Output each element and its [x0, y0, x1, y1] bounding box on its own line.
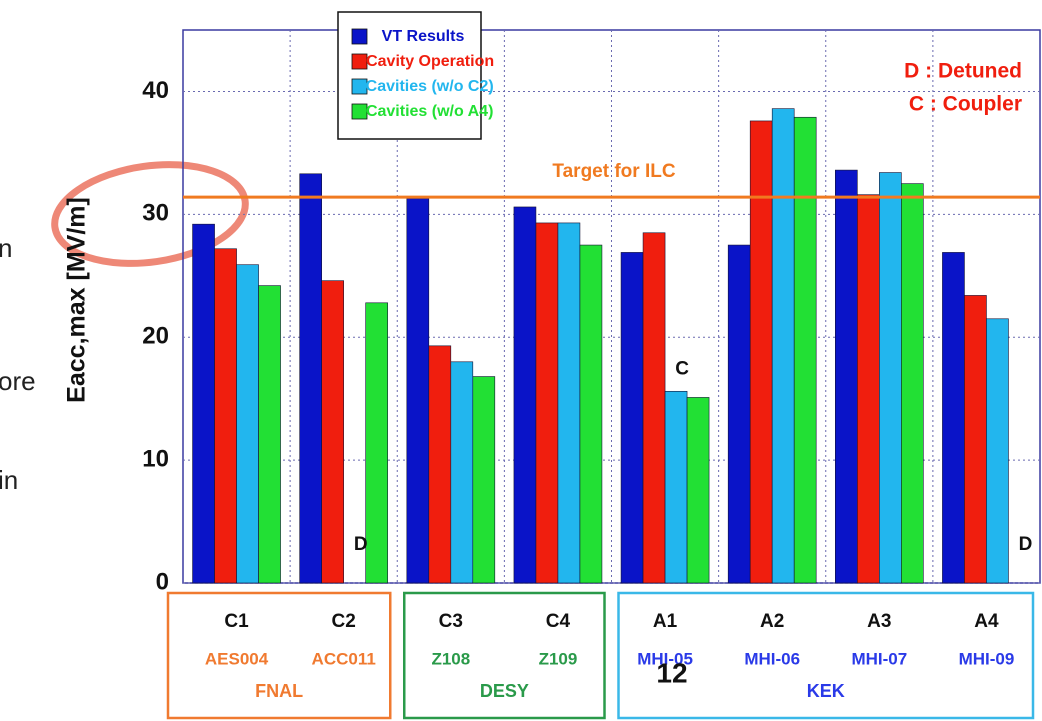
bar — [750, 121, 772, 583]
bar — [580, 245, 602, 583]
x-tick-label: C1 — [224, 611, 249, 632]
bar — [942, 252, 964, 583]
bar — [879, 173, 901, 583]
legend-label: 7 Cavities (w/o C2) — [352, 78, 493, 95]
page-number: 12 — [656, 657, 687, 688]
group-label: KEK — [807, 681, 845, 701]
bar — [451, 362, 473, 583]
bar — [407, 198, 429, 583]
y-tick-label: 10 — [142, 445, 169, 472]
bar — [857, 195, 879, 583]
bar — [964, 295, 986, 583]
bar — [794, 117, 816, 583]
bar — [429, 346, 451, 583]
bar — [536, 223, 558, 583]
x-tick-label: A4 — [974, 611, 999, 632]
bar — [772, 109, 794, 583]
x-sublabel: MHI-09 — [959, 649, 1015, 668]
x-sublabel: AES004 — [205, 649, 269, 668]
bar — [366, 303, 388, 583]
x-tick-label: C4 — [546, 611, 571, 632]
bar — [514, 207, 536, 583]
bar — [322, 281, 344, 583]
bar — [728, 245, 750, 583]
bar — [558, 223, 580, 583]
chart: n ore in Eacc,max [MV/m] 0 10 20 30 40 Target… — [0, 0, 1042, 721]
legend-swatch — [352, 29, 367, 44]
y-tick-label: 40 — [142, 77, 169, 104]
x-sublabel: Z109 — [539, 649, 578, 668]
bar — [901, 184, 923, 583]
bar-note: D — [354, 534, 368, 555]
bar — [193, 224, 215, 583]
bar — [215, 249, 237, 583]
x-tick-label: A3 — [867, 611, 891, 632]
bar — [473, 377, 495, 583]
y-axis-label: Eacc,max [MV/m] — [63, 197, 91, 403]
y-tick-label: 30 — [142, 200, 169, 227]
bar — [259, 286, 281, 583]
bar — [643, 233, 665, 583]
y-tick-label: 20 — [142, 323, 169, 350]
bar-note: D — [1019, 534, 1033, 555]
y-tick-label: 0 — [156, 568, 169, 595]
x-sublabel: MHI-06 — [744, 649, 800, 668]
bar — [621, 252, 643, 583]
x-tick-label: C2 — [332, 611, 356, 632]
x-sublabel: ACC011 — [312, 649, 376, 668]
bar — [835, 170, 857, 583]
x-tick-label: A1 — [653, 611, 678, 632]
slide-text: ore — [0, 366, 36, 396]
note: D : Detuned — [904, 60, 1022, 83]
group-label: FNAL — [255, 681, 303, 701]
legend-label: VT Results — [382, 28, 465, 45]
bar — [237, 265, 259, 583]
slide-text: n — [0, 233, 12, 263]
group-label: DESY — [480, 681, 529, 701]
x-sublabel: Z108 — [431, 649, 470, 668]
bar — [665, 391, 687, 583]
bar — [687, 397, 709, 583]
x-tick-label: C3 — [439, 611, 463, 632]
slide-text: in — [0, 465, 18, 495]
note: C : Coupler — [909, 93, 1022, 116]
page: {"chart_data": {"type": "bar", "y_label"… — [0, 0, 1042, 721]
bar — [986, 319, 1008, 583]
legend-label: 7 Cavities (w/o A4) — [353, 103, 494, 120]
bar — [300, 174, 322, 583]
x-sublabel: MHI-07 — [851, 649, 907, 668]
legend-label: 1-Cavity Operation — [352, 53, 494, 70]
target-label: Target for ILC — [552, 161, 675, 182]
x-tick-label: A2 — [760, 611, 784, 632]
bar-note: C — [675, 358, 689, 379]
